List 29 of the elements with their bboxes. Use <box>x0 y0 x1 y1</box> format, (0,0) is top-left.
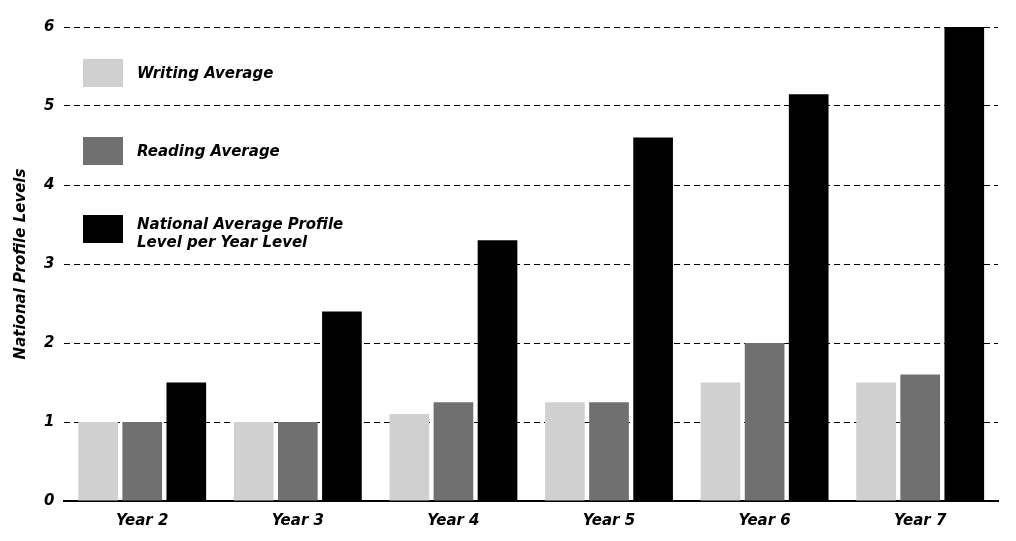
x-tick-label: Year 5 <box>582 510 636 529</box>
y-tick-label: 5 <box>44 95 55 114</box>
bar <box>233 422 274 501</box>
legend-label: Writing Average <box>137 63 274 84</box>
legend-label: Reading Average <box>137 141 280 162</box>
bar <box>700 382 741 501</box>
bar <box>389 414 430 501</box>
y-axis-title: National Profile Levels <box>10 168 29 360</box>
bar <box>545 402 585 501</box>
x-tick-label: Year 3 <box>271 510 324 529</box>
bar <box>78 422 118 501</box>
y-tick-label: 6 <box>44 16 55 35</box>
x-tick-label: Year 6 <box>738 510 791 529</box>
y-tick-label: 4 <box>43 174 55 193</box>
bar <box>744 343 785 501</box>
x-tick-label: Year 4 <box>427 510 480 529</box>
bar <box>589 402 629 501</box>
y-tick-label: 0 <box>44 490 55 509</box>
x-tick-label: Year 2 <box>116 510 169 529</box>
bar <box>900 374 941 501</box>
bar <box>122 422 163 501</box>
bar <box>277 422 318 501</box>
x-tick-label: Year 7 <box>894 510 947 529</box>
y-tick-label: 2 <box>44 332 55 351</box>
y-tick-label: 1 <box>44 411 55 430</box>
legend-label: National Average Profile Level per Year Level <box>137 215 345 251</box>
bar <box>856 382 896 501</box>
bar <box>433 402 474 501</box>
y-tick-label: 3 <box>44 253 55 272</box>
